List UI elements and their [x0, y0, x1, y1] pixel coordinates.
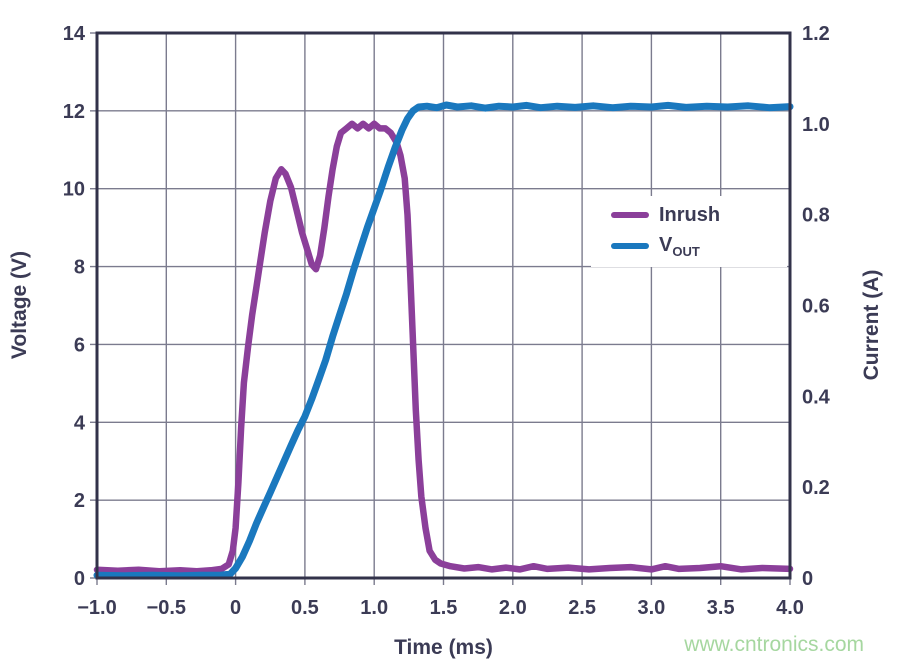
x-tick-label: −1.0	[77, 597, 116, 619]
y-tick-label-right: 0.6	[802, 296, 830, 318]
legend-item-inrush: Inrush	[611, 205, 787, 225]
x-tick-label: 2.0	[499, 597, 527, 619]
y-tick-label-right: 0.2	[802, 477, 830, 499]
y-tick-label-left: 14	[63, 23, 86, 45]
x-tick-label: 2.5	[568, 597, 596, 619]
y-tick-label-right: 1.2	[802, 23, 830, 45]
y-tick-label-left: 4	[74, 412, 86, 434]
x-tick-label: 1.0	[360, 597, 388, 619]
y-tick-label-right: 0.4	[802, 386, 831, 408]
plot-frame	[95, 31, 792, 580]
x-tick-label: 0	[230, 597, 241, 619]
y-tick-label-left: 0	[74, 568, 85, 590]
series-line-inrush	[93, 120, 794, 575]
y-axis-label-left: Voltage (V)	[8, 250, 31, 360]
y-tick-label-left: 2	[74, 490, 85, 512]
legend: Inrush VOUT	[591, 196, 787, 267]
x-tick-label: 0.5	[291, 597, 319, 619]
x-tick-label: 1.5	[430, 597, 458, 619]
y-tick-label-left: 12	[63, 101, 85, 123]
y-tick-label-right: 0	[802, 568, 813, 590]
y-tick-label-right: 1.0	[802, 114, 830, 136]
y-axis-label-right: Current (A)	[860, 269, 883, 381]
x-axis-label: Time (ms)	[394, 636, 493, 659]
x-tick-label: 3.5	[707, 597, 735, 619]
x-tick-label: 3.0	[637, 597, 665, 619]
x-tick-label: −0.5	[147, 597, 186, 619]
y-tick-label-left: 6	[74, 334, 85, 356]
legend-item-vout: VOUT	[611, 235, 787, 258]
watermark: www.cntronics.com	[684, 633, 864, 656]
series-line-vout	[93, 101, 794, 580]
legend-label-vout: VOUT	[659, 235, 700, 258]
legend-label-inrush: Inrush	[659, 204, 721, 227]
legend-swatch-vout-line	[611, 243, 649, 250]
legend-label-vout-subscript: OUT	[672, 243, 700, 259]
legend-swatch-inrush-line	[611, 212, 649, 219]
y-tick-label-left: 8	[74, 257, 85, 279]
y-tick-label-left: 10	[63, 179, 85, 201]
y-tick-label-right: 0.8	[802, 205, 830, 227]
x-tick-label: 4.0	[776, 597, 804, 619]
legend-label-vout-main: V	[659, 233, 673, 256]
